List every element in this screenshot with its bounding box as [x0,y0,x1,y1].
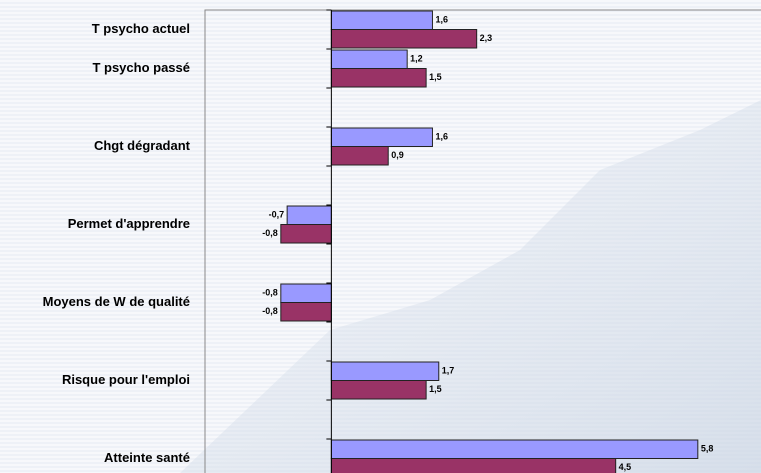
y-tick-label: Permet d'apprendre [68,216,190,231]
data-label: -0,7 [269,210,285,220]
data-label: 1,2 [410,54,423,64]
data-label: 1,5 [429,72,442,82]
data-label: 2,3 [480,33,493,43]
data-label: 1,5 [429,384,442,394]
bar [330,146,389,166]
bar [280,283,332,303]
data-label: 4,5 [619,462,632,472]
data-label: 1,6 [435,132,448,142]
y-tick-label: T psycho actuel [92,21,190,36]
plot-border [204,9,761,473]
bar [330,439,699,459]
bar [330,29,478,49]
y-tick-label: T psycho passé [92,60,190,75]
data-label: -0,8 [262,306,278,316]
data-label: 0,9 [391,150,404,160]
y-tick-label: Chgt dégradant [94,138,191,153]
y-tick-label: Risque pour l'emploi [62,372,190,387]
bar [330,49,408,69]
y-tick-label: Moyens de W de qualité [43,294,190,309]
bar [286,205,332,225]
data-label: -0,8 [262,288,278,298]
data-label: 5,8 [701,444,714,454]
y-tick-label: Atteinte santé [104,450,190,465]
bar [280,224,332,244]
bar [330,68,427,88]
bar [330,361,440,381]
data-label: -0,8 [262,228,278,238]
data-label: 1,7 [442,366,455,376]
bar [330,458,617,473]
bar [330,10,433,30]
background-image [180,100,761,473]
bar [280,302,332,322]
data-label: 1,6 [435,15,448,25]
bar [330,380,427,400]
bar [330,127,433,147]
